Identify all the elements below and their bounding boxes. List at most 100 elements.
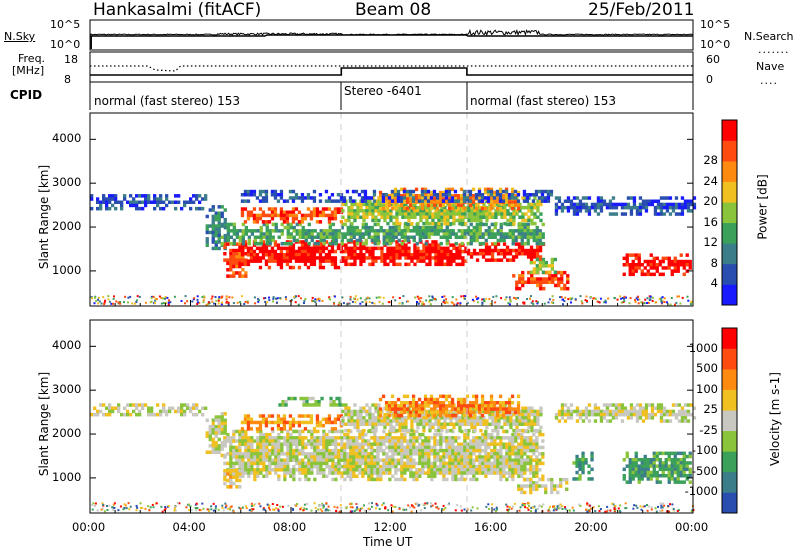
power-cell: [398, 212, 402, 216]
power-cell: [156, 203, 160, 208]
power-cell: [512, 215, 516, 219]
power-cell: [226, 235, 230, 239]
velocity-cell: [455, 422, 459, 426]
power-cell: [485, 209, 489, 213]
velocity-cell: [373, 432, 377, 437]
power-cell: [367, 235, 371, 239]
power-cell: [456, 197, 461, 201]
velocity-cell: [262, 439, 266, 443]
power-cell: [652, 259, 656, 264]
power-cell: [324, 189, 329, 194]
velocity-cell: [235, 439, 239, 443]
velocity-cell: [229, 436, 233, 440]
velocity-cell: [328, 471, 332, 475]
power-cell: [232, 241, 236, 246]
velocity-cell: [241, 429, 245, 434]
velocity-cell: [368, 428, 372, 433]
velocity-cell: [295, 445, 299, 450]
velocity-cell: [244, 442, 248, 446]
velocity-cell: [400, 436, 404, 440]
velocity-cell: [376, 471, 380, 475]
velocity-cell: [319, 448, 323, 453]
power-cell: [503, 215, 507, 219]
power-cell: [288, 253, 293, 257]
velocity-cell: [150, 409, 154, 414]
velocity-cell: [493, 464, 497, 469]
velocity-cell: [535, 458, 539, 462]
velocity-cell: [229, 439, 233, 443]
velocity-cell: [349, 468, 353, 472]
power-cell: [297, 259, 302, 263]
velocity-cell: [268, 468, 272, 472]
power-speck: [660, 297, 663, 300]
power-cell: [434, 215, 438, 219]
velocity-cell: [241, 468, 245, 472]
velocity-cell: [262, 455, 266, 459]
velocity-cell: [105, 406, 109, 410]
power-cell: [174, 194, 178, 198]
velocity-cell: [484, 464, 488, 469]
velocity-cell: [223, 436, 227, 440]
velocity-cell: [412, 436, 416, 440]
velocity-cell: [472, 436, 476, 440]
power-cell: [514, 238, 518, 243]
velocity-cell: [430, 474, 434, 478]
power-cell: [322, 238, 326, 243]
power-cell: [243, 259, 248, 263]
velocity-cell: [424, 442, 428, 446]
power-speck: [513, 296, 516, 299]
velocity-cell: [502, 429, 506, 434]
power-cell: [368, 249, 372, 254]
power-cell: [521, 196, 525, 200]
velocity-cell: [250, 468, 254, 472]
velocity-cell: [496, 461, 500, 466]
power-cell: [340, 238, 344, 243]
velocity-cell: [463, 448, 467, 453]
power-cell: [434, 212, 438, 216]
power-cell: [268, 241, 272, 246]
velocity-cell: [208, 424, 212, 429]
power-cell: [355, 238, 359, 243]
power-cell: [515, 286, 519, 291]
power-speck: [211, 300, 214, 303]
velocity-cell: [405, 407, 410, 411]
power-cell: [505, 232, 509, 236]
velocity-cell: [322, 471, 326, 475]
power-cell: [279, 207, 284, 211]
power-cell: [467, 209, 471, 213]
power-speck: [321, 300, 324, 302]
velocity-cell: [352, 445, 356, 450]
velocity-cell: [358, 468, 362, 472]
power-cell: [689, 202, 694, 207]
power-cell: [370, 235, 374, 239]
power-cell: [521, 274, 525, 278]
power-cell: [452, 243, 456, 247]
velocity-cell: [195, 406, 199, 410]
power-cell: [273, 193, 278, 197]
power-cell: [490, 222, 494, 227]
power-speck: [162, 302, 165, 305]
power-cell: [333, 256, 338, 260]
velocity-cell: [246, 414, 251, 418]
power-speck: [341, 296, 344, 299]
power-cell: [295, 222, 299, 227]
velocity-cell: [431, 422, 435, 426]
power-cell: [652, 266, 656, 270]
power-cell: [479, 209, 483, 213]
power-cell: [518, 274, 522, 278]
velocity-cell: [361, 461, 365, 466]
velocity-cell: [467, 428, 471, 433]
power-cell: [450, 187, 455, 192]
velocity-cell: [325, 439, 329, 443]
power-cell: [333, 210, 338, 214]
velocity-cell: [123, 406, 127, 410]
velocity-cell: [325, 464, 329, 469]
power-cell: [291, 249, 296, 254]
power-cell: [404, 221, 408, 226]
velocity-cell: [440, 428, 444, 433]
power-cell: [276, 193, 281, 197]
velocity-cell: [409, 436, 413, 440]
velocity-cell: [437, 425, 441, 430]
power-cell: [415, 232, 419, 236]
velocity-cell: [520, 432, 524, 437]
